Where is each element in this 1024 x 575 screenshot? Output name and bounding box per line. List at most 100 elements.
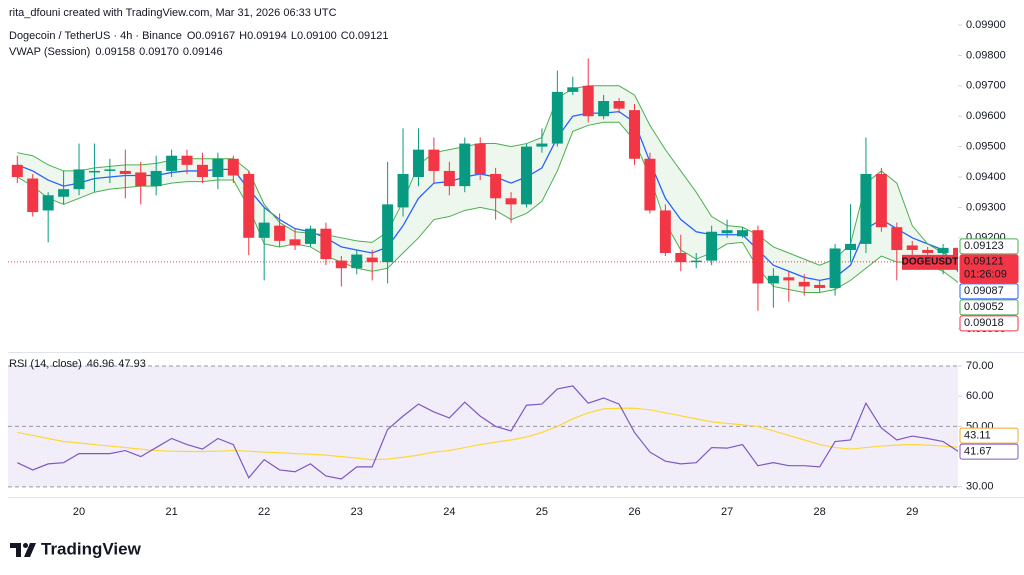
candle-body	[783, 277, 795, 281]
candle-body	[27, 178, 39, 212]
candle-body	[922, 249, 934, 254]
candle-body	[598, 101, 610, 117]
candle-body	[58, 189, 70, 197]
candle-body	[428, 149, 440, 171]
price-tag-label: 0.09121	[964, 256, 1004, 268]
candle-body	[706, 231, 718, 261]
logo-mark	[10, 543, 21, 557]
countdown-label: 01:26:09	[964, 269, 1007, 281]
candle-body	[135, 172, 147, 187]
candle-body	[212, 158, 224, 178]
y-tick-label: 0.09700	[966, 80, 1006, 92]
candle-body	[412, 149, 424, 178]
x-tick-label: 25	[536, 506, 548, 518]
candle-body	[629, 110, 640, 159]
legend-text: H	[239, 30, 247, 42]
candle-body	[737, 230, 749, 237]
candle-body	[119, 170, 131, 174]
candle-body	[721, 230, 733, 234]
candle-body	[551, 91, 563, 144]
candle-body	[474, 143, 486, 174]
price-tag-label: 41.67	[964, 445, 992, 457]
overlay: 0.09900 0.09800 0.09700 0.09600 0.09500 0.094…	[9, 19, 1019, 518]
candle-body	[166, 155, 178, 171]
logo-mark	[23, 543, 28, 548]
x-tick-label: 27	[721, 506, 733, 518]
vwap-line	[17, 110, 958, 282]
candle-body	[289, 239, 301, 246]
candle-body	[659, 210, 671, 254]
rsi-pane	[8, 365, 958, 488]
x-tick-label: 20	[73, 506, 85, 518]
logo-mark	[24, 543, 36, 557]
candle-body	[860, 173, 872, 244]
legend-text: 47.93	[118, 358, 146, 370]
legend-text: RSI (14, close)	[9, 358, 82, 370]
candle-body	[906, 245, 918, 250]
price-tag	[959, 299, 1019, 316]
candle-body	[690, 260, 702, 263]
candle-body	[490, 173, 502, 199]
candle-body	[196, 164, 208, 178]
y-tick-label: 70.00	[966, 360, 994, 372]
candle-body	[366, 257, 378, 263]
candle-body	[351, 254, 363, 269]
rsi-line	[17, 407, 958, 461]
legend-text: VWAP (Session)	[9, 46, 90, 58]
candle-body	[767, 275, 779, 284]
symbol-tag-label: DOGEUSDT	[902, 256, 959, 267]
price-pane	[8, 58, 958, 311]
legend-text: 0.09100	[297, 30, 337, 42]
candle-body	[243, 173, 255, 238]
price-tag	[959, 283, 1019, 300]
candle-body	[397, 173, 409, 208]
price-tag	[959, 254, 1019, 284]
vwap-band-fill	[17, 85, 958, 293]
y-tick-label: 30.00	[966, 481, 994, 493]
x-tick-label: 29	[906, 506, 918, 518]
y-tick-label: 0.09300	[966, 201, 1006, 213]
candle-body	[382, 204, 394, 263]
legend-text: 0.09170	[139, 46, 179, 58]
candle-body	[875, 173, 887, 228]
candle-body	[814, 284, 826, 288]
candle-body	[258, 222, 270, 238]
candle-body	[520, 146, 532, 205]
legend-text: Dogecoin / TetherUS · 4h · Binance	[9, 30, 182, 42]
candle-body	[443, 170, 455, 187]
candle-body	[752, 230, 764, 284]
legend-text: L	[291, 30, 297, 42]
legend-text: O	[187, 30, 196, 42]
price-tag-label: 43.11	[964, 429, 991, 441]
y-tick-label: 0.09900	[966, 19, 1006, 31]
candle-body	[181, 155, 193, 165]
candle-body	[582, 85, 594, 117]
x-tick-label: 28	[814, 506, 826, 518]
x-tick-label: 23	[351, 506, 363, 518]
x-tick-label: 24	[443, 506, 455, 518]
x-tick-label: 26	[628, 506, 640, 518]
candle-body	[644, 158, 656, 211]
legend-text: 0.09121	[349, 30, 389, 42]
symbol-tag	[902, 254, 958, 270]
credit: rita_dfouni created with TradingView.com…	[9, 7, 337, 19]
price-tag-label: 0.09087	[964, 285, 1004, 297]
y-tick-label: 0.09500	[966, 141, 1006, 153]
candle-body	[613, 101, 625, 109]
y-tick-label: 60.00	[966, 390, 994, 402]
candle-body	[11, 164, 23, 178]
y-tick-label: 0.09800	[966, 49, 1006, 61]
price-tag-label: 0.09123	[964, 240, 1004, 252]
y-tick-label: 0.09600	[966, 110, 1006, 122]
price-tag	[959, 238, 1019, 255]
price-tag	[959, 315, 1019, 332]
price-tag-label: 0.09052	[964, 301, 1004, 313]
legend-text: 0.09194	[247, 30, 287, 42]
brand-logo: TradingView	[10, 539, 142, 558]
candle-body	[459, 143, 471, 187]
candle-body	[536, 143, 548, 147]
x-tick-label: 22	[258, 506, 270, 518]
